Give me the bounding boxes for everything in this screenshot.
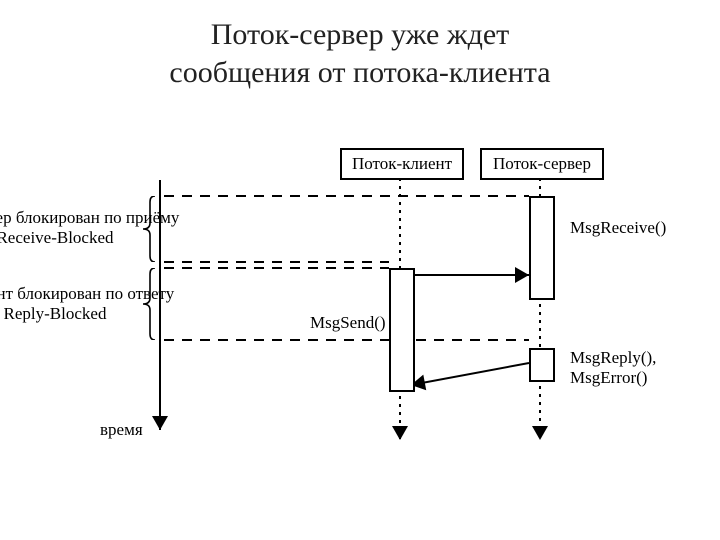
activation-server-recv [529, 196, 555, 300]
annotation-reply-blocked-en: Reply-Blocked [0, 304, 150, 324]
annotation-msgreceive: MsgReceive() [570, 218, 666, 238]
lifeline-box-server: Поток-сервер [480, 148, 604, 180]
time-axis-label: время [100, 420, 143, 440]
sequence-diagram [0, 0, 720, 540]
annotation-msgerror: MsgError() [570, 368, 647, 388]
annotation-receive-blocked-en: Receive-Blocked [0, 228, 150, 248]
annotation-receive-blocked-ru: Сервер блокирован по приёму [0, 208, 150, 228]
annotation-msgsend: MsgSend() [310, 313, 386, 333]
activation-server-reply [529, 348, 555, 382]
lifeline-box-client: Поток-клиент [340, 148, 464, 180]
annotation-msgreply: MsgReply(), [570, 348, 656, 368]
lifeline-label-server: Поток-сервер [493, 154, 591, 174]
lifeline-label-client: Поток-клиент [352, 154, 452, 174]
annotation-reply-blocked-ru: Клиент блокирован по ответу [0, 284, 150, 304]
activation-client-send [389, 268, 415, 392]
